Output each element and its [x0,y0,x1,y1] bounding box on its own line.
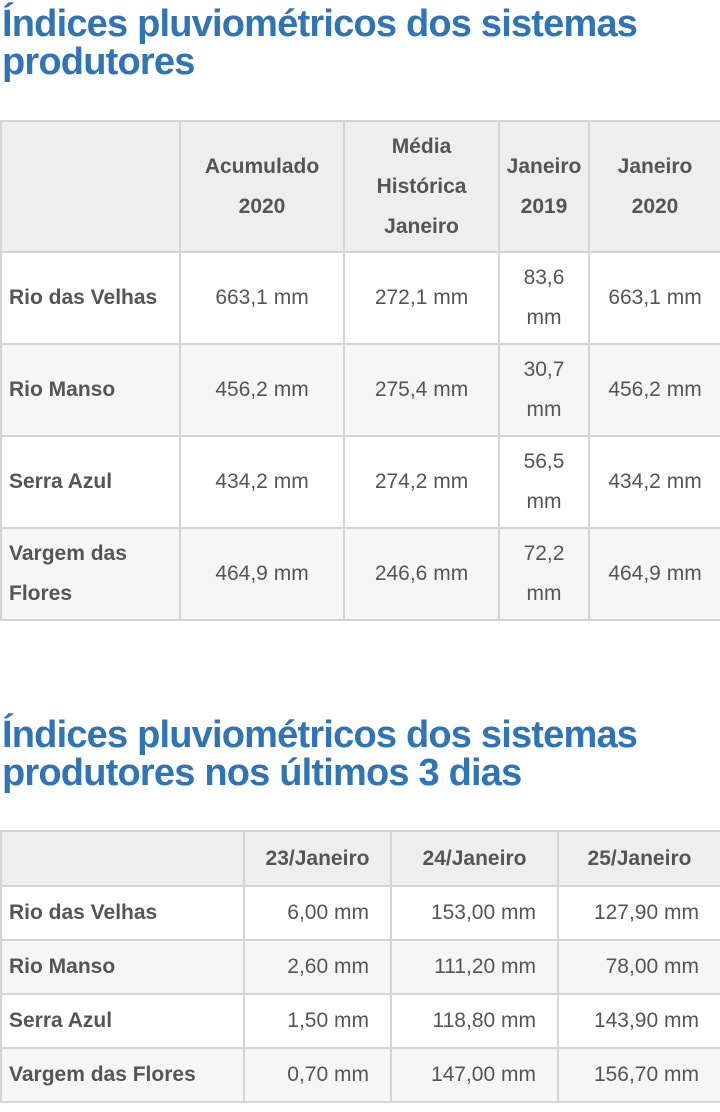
table-row: Vargem das Flores 464,9 mm 246,6 mm 72,2… [0,527,720,621]
table-cell: 246,6 mm [343,527,500,621]
system-name: Rio das Velhas [0,885,245,941]
table-cell: 143,90 mm [557,993,720,1049]
table-cell: 2,60 mm [243,939,392,995]
column-header-historical-average: Média Histórica Janeiro [343,120,500,253]
table-header-row: Acumulado 2020 Média Histórica Janeiro J… [0,120,720,253]
table-cell: 153,00 mm [390,885,559,941]
table-row: Rio das Velhas 663,1 mm 272,1 mm 83,6 mm… [0,251,720,345]
table-cell: 456,2 mm [179,343,345,437]
table-cell: 118,80 mm [390,993,559,1049]
table-cell: 6,00 mm [243,885,392,941]
table-row: Serra Azul 1,50 mm 118,80 mm 143,90 mm [0,993,720,1049]
system-name: Vargem das Flores [0,1047,245,1103]
table-cell: 275,4 mm [343,343,500,437]
table-cell: 272,1 mm [343,251,500,345]
system-name: Serra Azul [0,993,245,1049]
table-cell: 147,00 mm [390,1047,559,1103]
table-cell: 663,1 mm [588,251,720,345]
table-cell: 127,90 mm [557,885,720,941]
table-cell: 111,20 mm [390,939,559,995]
system-name: Serra Azul [0,435,181,529]
table-cell: 456,2 mm [588,343,720,437]
table-cell: 464,9 mm [179,527,345,621]
table-cell: 663,1 mm [179,251,345,345]
section-title-last-3-days: Índices pluviométricos dos sistemas prod… [2,714,638,794]
table-row: Rio das Velhas 6,00 mm 153,00 mm 127,90 … [0,885,720,941]
table-cell: 56,5 mm [498,435,590,529]
table-row: Rio Manso 456,2 mm 275,4 mm 30,7 mm 456,… [0,343,720,437]
column-header-january-2019: Janeiro 2019 [498,120,590,253]
table-cell: 30,7 mm [498,343,590,437]
system-name: Rio das Velhas [0,251,181,345]
table-row: Rio Manso 2,60 mm 111,20 mm 78,00 mm [0,939,720,995]
table-row: Serra Azul 434,2 mm 274,2 mm 56,5 mm 434… [0,435,720,529]
rainfall-indices-table: Acumulado 2020 Média Histórica Janeiro J… [0,120,720,621]
column-header-january-2020: Janeiro 2020 [588,120,720,253]
system-name: Vargem das Flores [0,527,181,621]
table-cell: 83,6 mm [498,251,590,345]
section-title-rainfall-indices: Índices pluviométricos dos sistemas prod… [2,3,638,83]
column-header-empty [0,830,245,887]
table-cell: 434,2 mm [588,435,720,529]
rainfall-last-3-days-table: 23/Janeiro 24/Janeiro 25/Janeiro Rio das… [0,830,720,1103]
column-header-accumulated-2020: Acumulado 2020 [179,120,345,253]
column-header-23-january: 23/Janeiro [243,830,392,887]
table-cell: 434,2 mm [179,435,345,529]
table-cell: 72,2 mm [498,527,590,621]
table-cell: 0,70 mm [243,1047,392,1103]
table-header-row: 23/Janeiro 24/Janeiro 25/Janeiro [0,830,720,887]
column-header-25-january: 25/Janeiro [557,830,720,887]
system-name: Rio Manso [0,939,245,995]
table-cell: 156,70 mm [557,1047,720,1103]
column-header-empty [0,120,181,253]
system-name: Rio Manso [0,343,181,437]
table-cell: 1,50 mm [243,993,392,1049]
table-cell: 78,00 mm [557,939,720,995]
table-cell: 464,9 mm [588,527,720,621]
column-header-24-january: 24/Janeiro [390,830,559,887]
table-cell: 274,2 mm [343,435,500,529]
table-row: Vargem das Flores 0,70 mm 147,00 mm 156,… [0,1047,720,1103]
